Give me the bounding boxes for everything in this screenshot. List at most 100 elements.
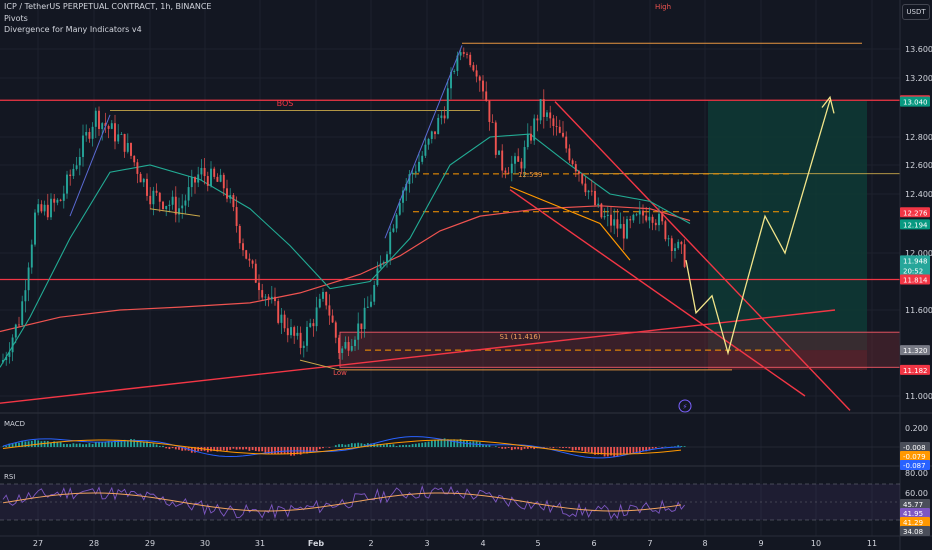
candle-body [78, 156, 81, 166]
macd-hist-bar [411, 444, 414, 447]
candle-body [245, 250, 248, 259]
candle-body [485, 91, 488, 101]
macd-hist-bar [542, 447, 545, 448]
macd-value-bg [900, 451, 930, 461]
macd-hist-bar [50, 442, 52, 447]
macd-hist-bar [91, 444, 94, 447]
high-label: High [655, 3, 671, 11]
macd-hist-bar [654, 447, 657, 449]
candle-body [101, 123, 104, 129]
macd-hist-bar [82, 444, 84, 447]
candle-body [197, 174, 200, 183]
candle-body [168, 204, 171, 207]
alert-icon [678, 399, 692, 413]
macd-hist-bar [149, 443, 152, 447]
macd-hist-bar [677, 445, 680, 447]
candle-body [53, 198, 56, 203]
macd-hist-bar [254, 447, 257, 451]
candle-body [94, 110, 97, 127]
macd-hist-bar [69, 444, 72, 447]
candle-body [69, 174, 72, 176]
candle-body [72, 168, 75, 176]
macd-hist-bar [120, 440, 123, 447]
candle-body [82, 135, 84, 157]
macd-hist-bar [85, 444, 88, 447]
rsi-value-bg [900, 508, 930, 518]
candle-body [366, 306, 369, 308]
macd-hist-bar [155, 444, 158, 447]
macd-hist-bar [130, 439, 132, 447]
price-tick-label: 12.400 [905, 190, 932, 199]
candle-body [181, 205, 184, 209]
macd-hist-bar [194, 447, 196, 453]
indicator-pivots[interactable]: Pivots [4, 14, 28, 23]
candle-body [18, 324, 20, 326]
macd-hist-bar [398, 445, 401, 447]
macd-hist-bar [427, 441, 430, 447]
zigzag-line-2 [384, 45, 463, 239]
macd-hist-bar [632, 447, 635, 454]
price-label: 11.948 [903, 257, 928, 265]
candle-body [520, 161, 523, 169]
symbol-title[interactable]: ICP / TetherUS PERPETUAL CONTRACT, 1h, B… [4, 2, 212, 11]
candle-body [603, 216, 606, 218]
macd-hist-bar [341, 444, 344, 447]
macd-hist-bar [238, 447, 241, 450]
candle-body [222, 174, 225, 189]
macd-hist-bar [626, 447, 628, 455]
candle-body [120, 134, 123, 135]
macd-hist-bar [78, 443, 81, 447]
macd-hist-bar [530, 447, 532, 449]
candle-body [491, 121, 494, 123]
candle-body [280, 314, 283, 323]
candle-body [114, 123, 116, 142]
candle-body [501, 150, 504, 171]
time-tick-label: 30 [200, 539, 210, 548]
candle-body [610, 214, 612, 226]
macd-hist-bar [510, 447, 513, 451]
candle-body [210, 168, 212, 186]
macd-hist-bar [482, 444, 484, 447]
divergence-line-orange [509, 186, 631, 261]
candle-body [219, 174, 222, 182]
candle-body [619, 224, 622, 229]
macd-hist-bar [414, 443, 417, 447]
time-tick-label: 4 [480, 539, 485, 548]
macd-hist-bar [197, 447, 200, 452]
candle-body [142, 178, 145, 183]
candle-body [341, 348, 344, 354]
macd-hist-bar [360, 443, 363, 447]
macd-hist-bar [322, 447, 324, 449]
macd-hist-bar [136, 440, 139, 447]
time-tick-label: Feb [308, 539, 325, 548]
candle-body [408, 174, 411, 185]
candle-body [629, 219, 632, 221]
candle-body [110, 123, 113, 129]
macd-hist-bar [123, 439, 126, 447]
candle-body [162, 201, 164, 210]
candle-body [293, 327, 296, 336]
candle-body [261, 290, 264, 298]
candle-body [440, 115, 443, 118]
candle-body [75, 165, 78, 169]
candle-body [46, 204, 49, 218]
indicator-divergence[interactable]: Divergence for Many Indicators v4 [4, 25, 142, 34]
rsi-value: 45.77 [903, 501, 923, 509]
candle-body [149, 195, 152, 205]
price-label: 11.814 [903, 277, 928, 285]
macd-hist-bar [139, 441, 142, 447]
macd-label: MACD [4, 420, 25, 428]
macd-hist-bar [213, 447, 216, 451]
candle-body [226, 188, 228, 199]
macd-hist-bar [606, 447, 609, 457]
currency-button[interactable]: USDT [902, 4, 930, 20]
macd-hist-bar [613, 447, 616, 457]
macd-hist-bar [574, 447, 577, 451]
candle-body [677, 241, 680, 249]
macd-hist-bar [578, 447, 580, 451]
candle-body [200, 167, 203, 175]
macd-hist-bar [53, 441, 56, 447]
candle-body [267, 296, 270, 300]
support-s1-label: S1 (11.416) [499, 333, 540, 341]
